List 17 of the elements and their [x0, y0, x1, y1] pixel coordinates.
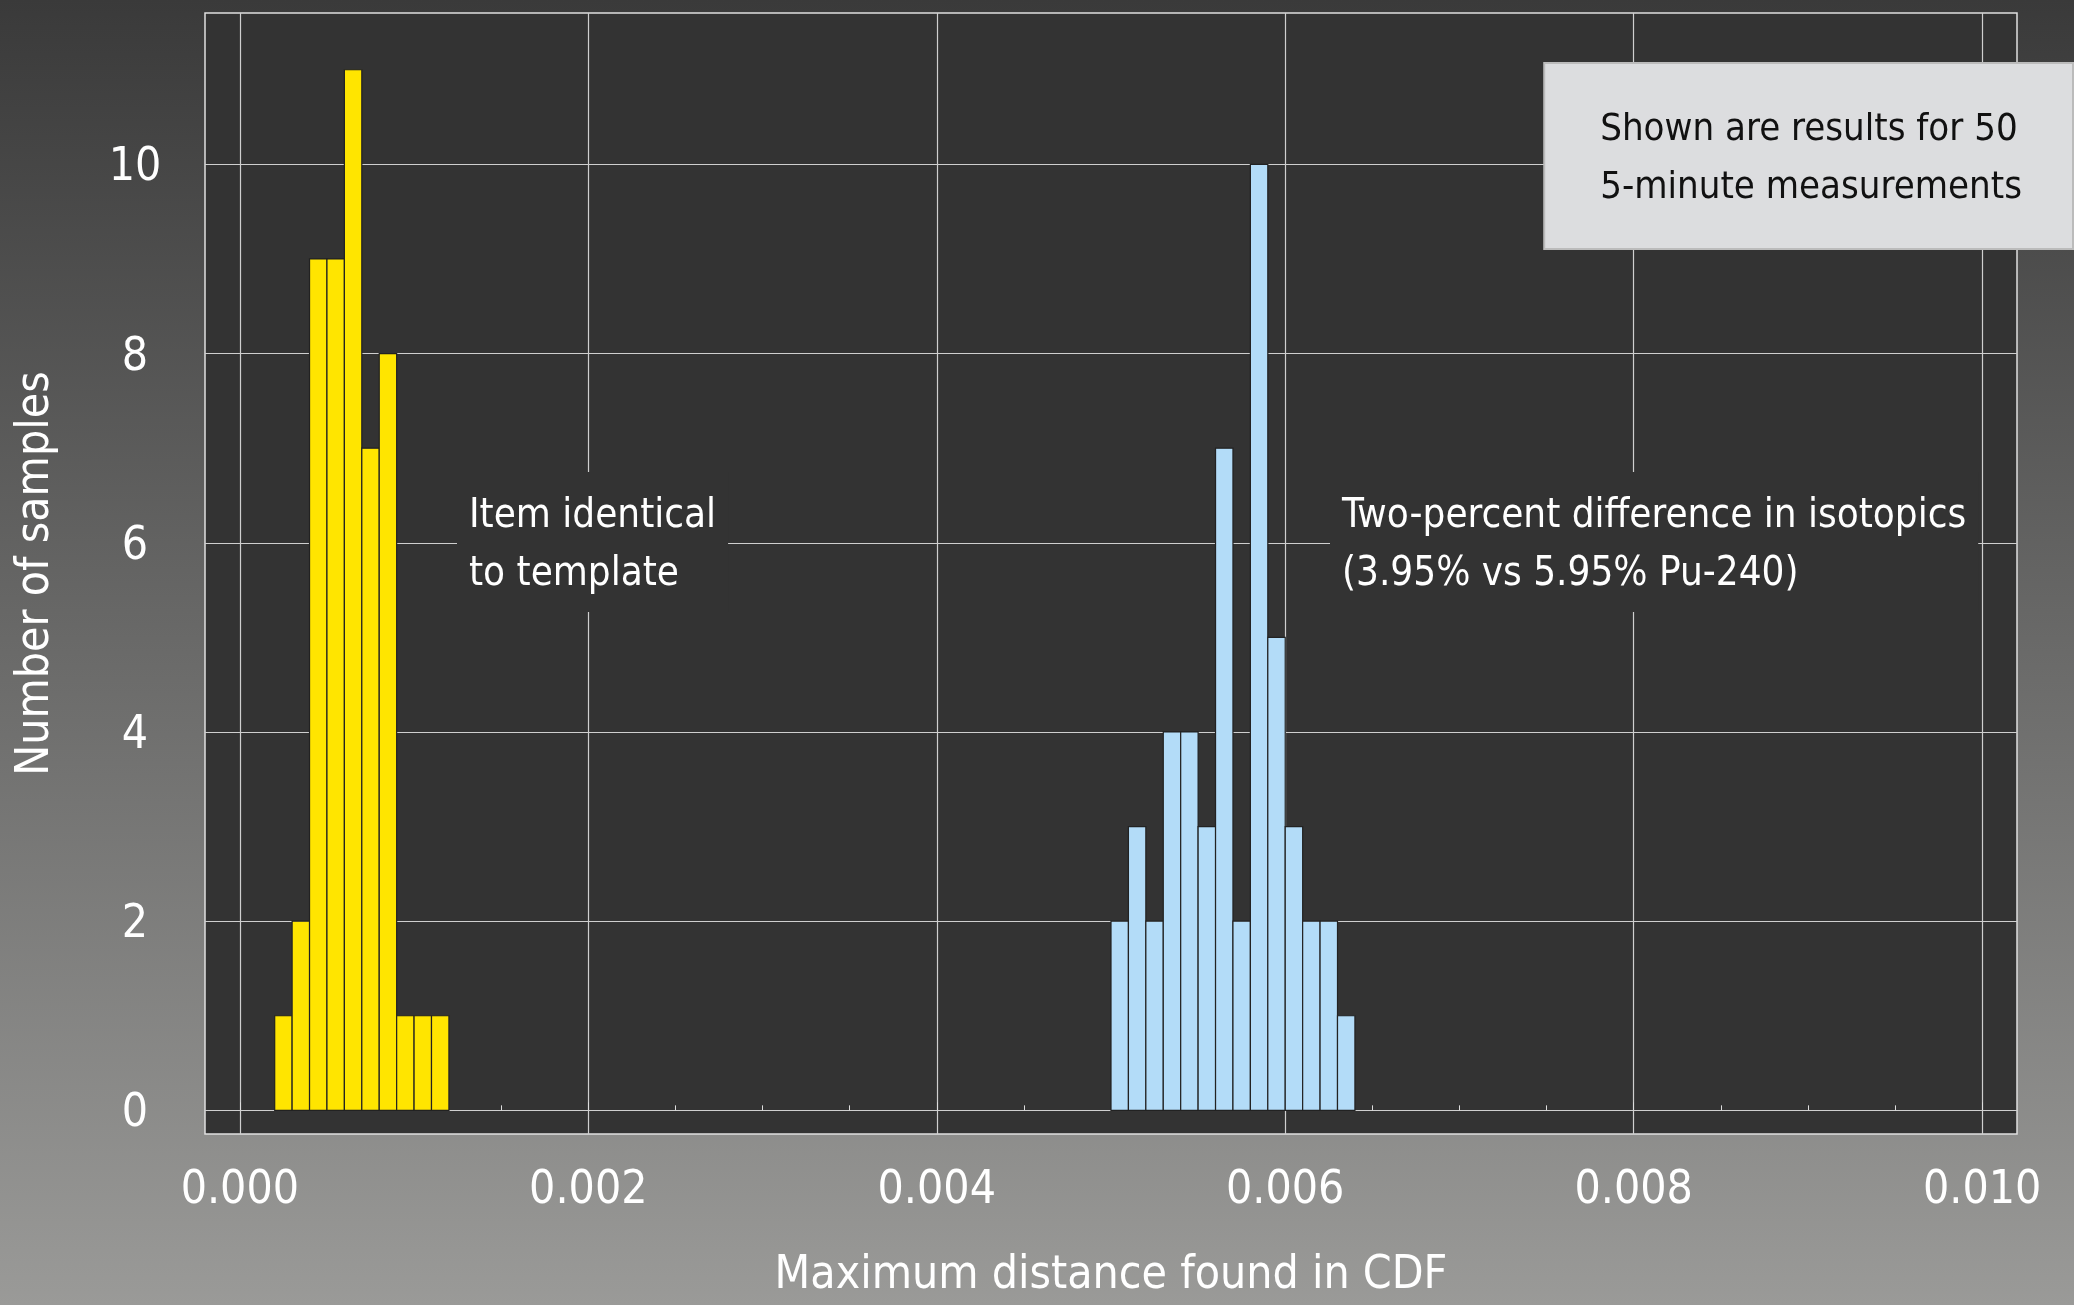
x-tick-label: 0.008 [1574, 1160, 1693, 1214]
y-tick-label: 0 [121, 1083, 149, 1138]
y-tick-label: 8 [121, 326, 149, 381]
annotation: Shown are results for 50 5-minute measurements [1600, 105, 2023, 207]
x-tick-label: 0.000 [180, 1160, 300, 1214]
annotation: Two-percent difference in isotopics (3.95% vs 5.95% Pu-240) [1341, 490, 1967, 594]
x-tick-label: 0.004 [877, 1160, 996, 1214]
y-tick-label: 2 [121, 894, 149, 949]
x-tick-label: 0.010 [1922, 1160, 2042, 1214]
y-tick-label: 10 [108, 137, 162, 192]
y-tick-label: 4 [121, 704, 149, 759]
x-tick-label: 0.002 [529, 1160, 648, 1214]
y-axis-title: Number of samples [5, 371, 59, 776]
x-axis-title: Maximum distance found in CDF [774, 1245, 1448, 1299]
y-tick-label: 6 [121, 515, 149, 570]
annotation: Item identical to template [469, 490, 717, 594]
x-tick-label: 0.006 [1226, 1160, 1345, 1214]
